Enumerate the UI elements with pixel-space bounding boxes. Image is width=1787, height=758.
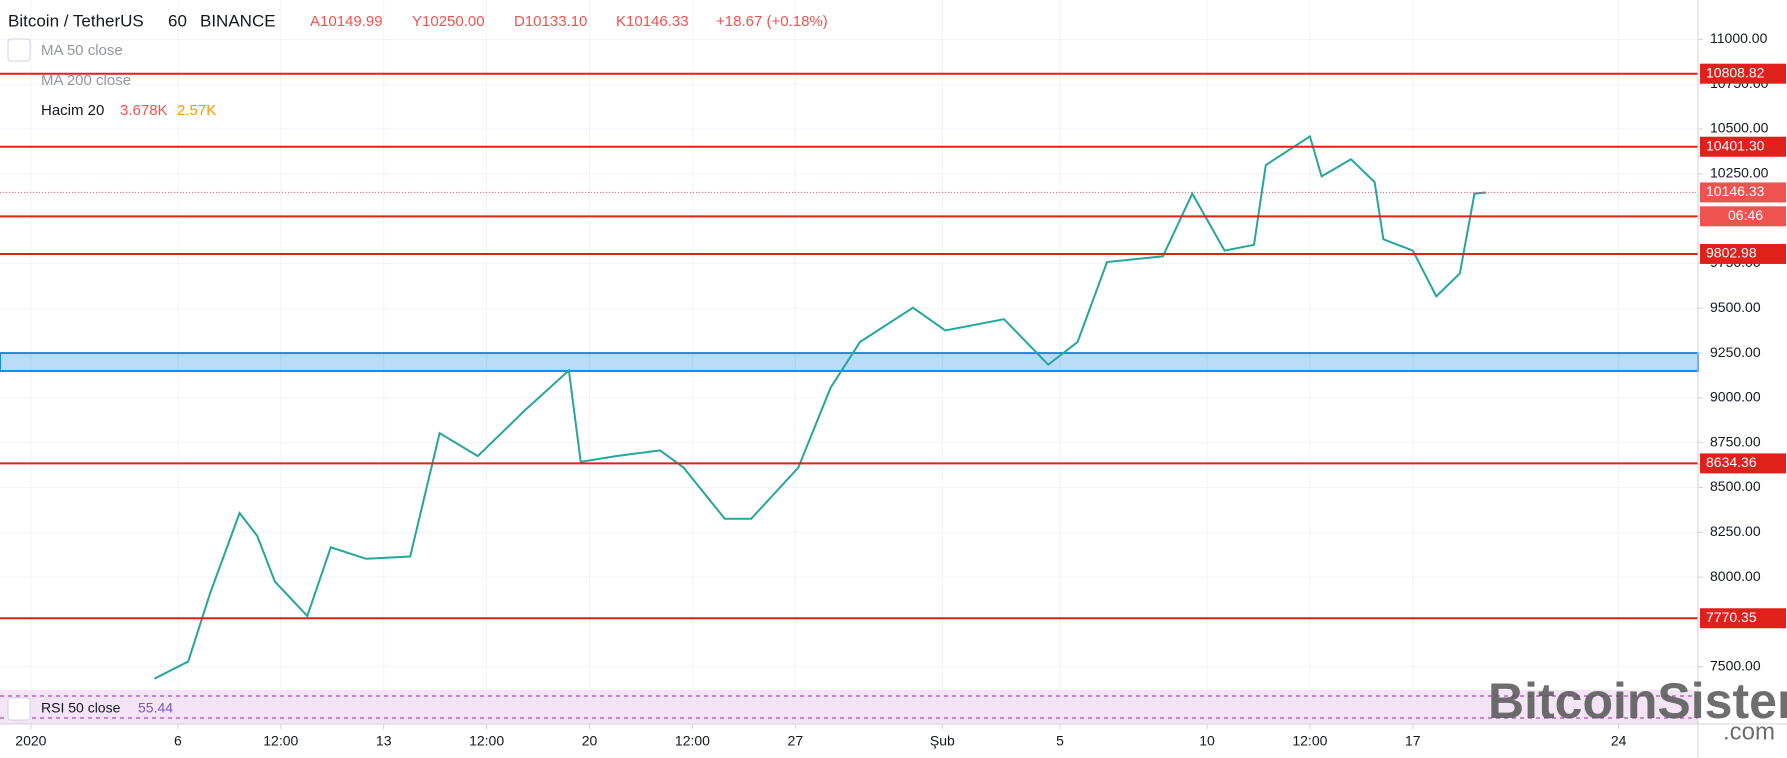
watermark-name: BitcoinSistemi: [1488, 673, 1787, 729]
x-tick-label: 27: [788, 733, 804, 749]
level-label-bg: [1700, 63, 1786, 84]
volume-label: Hacim 20: [41, 102, 104, 119]
grid: [0, 0, 1698, 724]
x-tick-label: 12:00: [263, 733, 298, 749]
x-tick-label: 20: [582, 733, 598, 749]
change: +18.67 (+0.18%): [716, 13, 828, 30]
x-tick-label: 6: [174, 733, 182, 749]
y-tick-label: 9000.00: [1710, 389, 1761, 405]
countdown-bg: [1700, 206, 1786, 227]
plot: [0, 72, 1699, 680]
x-tick-label: 12:00: [1292, 733, 1327, 749]
level-label-bg: [1700, 136, 1786, 157]
x-tick-label: 10: [1199, 733, 1215, 749]
x-tick-label: 24: [1611, 733, 1627, 749]
ma50-label: MA 50 close: [41, 42, 123, 59]
y-tick-label: 8250.00: [1710, 523, 1761, 539]
level-label-bg: [1700, 182, 1786, 203]
x-tick-label: 12:00: [675, 733, 710, 749]
x-tick-label: 2020: [15, 733, 46, 749]
high: Y10250.00: [412, 13, 485, 30]
collapse-button[interactable]: [7, 38, 31, 62]
level-label-bg: [1700, 608, 1786, 629]
header: Bitcoin / TetherUS 60 BINANCE A10149.99 …: [7, 11, 828, 721]
level-label: 8634.36: [1706, 454, 1757, 470]
x-tick-label: Şub: [930, 733, 955, 749]
x-tick-label: 17: [1405, 733, 1421, 749]
axes: 7500.007750.008000.008250.008500.008750.…: [15, 30, 1786, 749]
y-tick-label: 7500.00: [1710, 657, 1761, 673]
x-tick-label: 5: [1056, 733, 1064, 749]
y-tick-label: 10250.00: [1710, 165, 1769, 181]
y-tick-label: 8000.00: [1710, 568, 1761, 584]
ma200-label: MA 200 close: [41, 72, 131, 89]
collapse-button[interactable]: [7, 697, 31, 721]
y-tick-label: 9250.00: [1710, 344, 1761, 360]
volume-ma-value: 2.57K: [177, 102, 216, 119]
level-label-bg: [1700, 243, 1786, 264]
x-tick-label: 12:00: [469, 733, 504, 749]
support-zone: [0, 352, 1699, 372]
rsi-value: 55.44: [138, 700, 173, 716]
countdown: 06:46: [1728, 207, 1763, 223]
rsi-pane: [0, 690, 1698, 724]
symbol: Bitcoin / TetherUS: [8, 11, 144, 30]
level-label: 9802.98: [1706, 245, 1757, 261]
watermark-domain: .com: [1723, 718, 1775, 745]
level-label: 7770.35: [1706, 609, 1757, 625]
y-tick-label: 8750.00: [1710, 433, 1761, 449]
volume-value: 3.678K: [120, 102, 168, 119]
rsi-label: RSI 50 close: [41, 700, 121, 716]
y-tick-label: 11000.00: [1710, 30, 1768, 46]
interval: 60: [168, 11, 187, 30]
y-tick-label: 8500.00: [1710, 478, 1761, 494]
watermark: BitcoinSistemi .com: [1488, 673, 1787, 745]
open: A10149.99: [310, 13, 383, 30]
close: K10146.33: [616, 13, 689, 30]
level-label-bg: [1700, 453, 1786, 474]
y-tick-label: 10500.00: [1710, 120, 1769, 136]
price-line: [153, 134, 1487, 680]
level-label: 10808.82: [1706, 64, 1765, 80]
level-label: 10401.30: [1706, 137, 1765, 153]
x-tick-label: 13: [376, 733, 392, 749]
low: D10133.10: [514, 13, 587, 30]
exchange: BINANCE: [200, 11, 276, 30]
y-tick-label: 9500.00: [1710, 299, 1761, 315]
level-label: 10146.33: [1706, 183, 1765, 199]
